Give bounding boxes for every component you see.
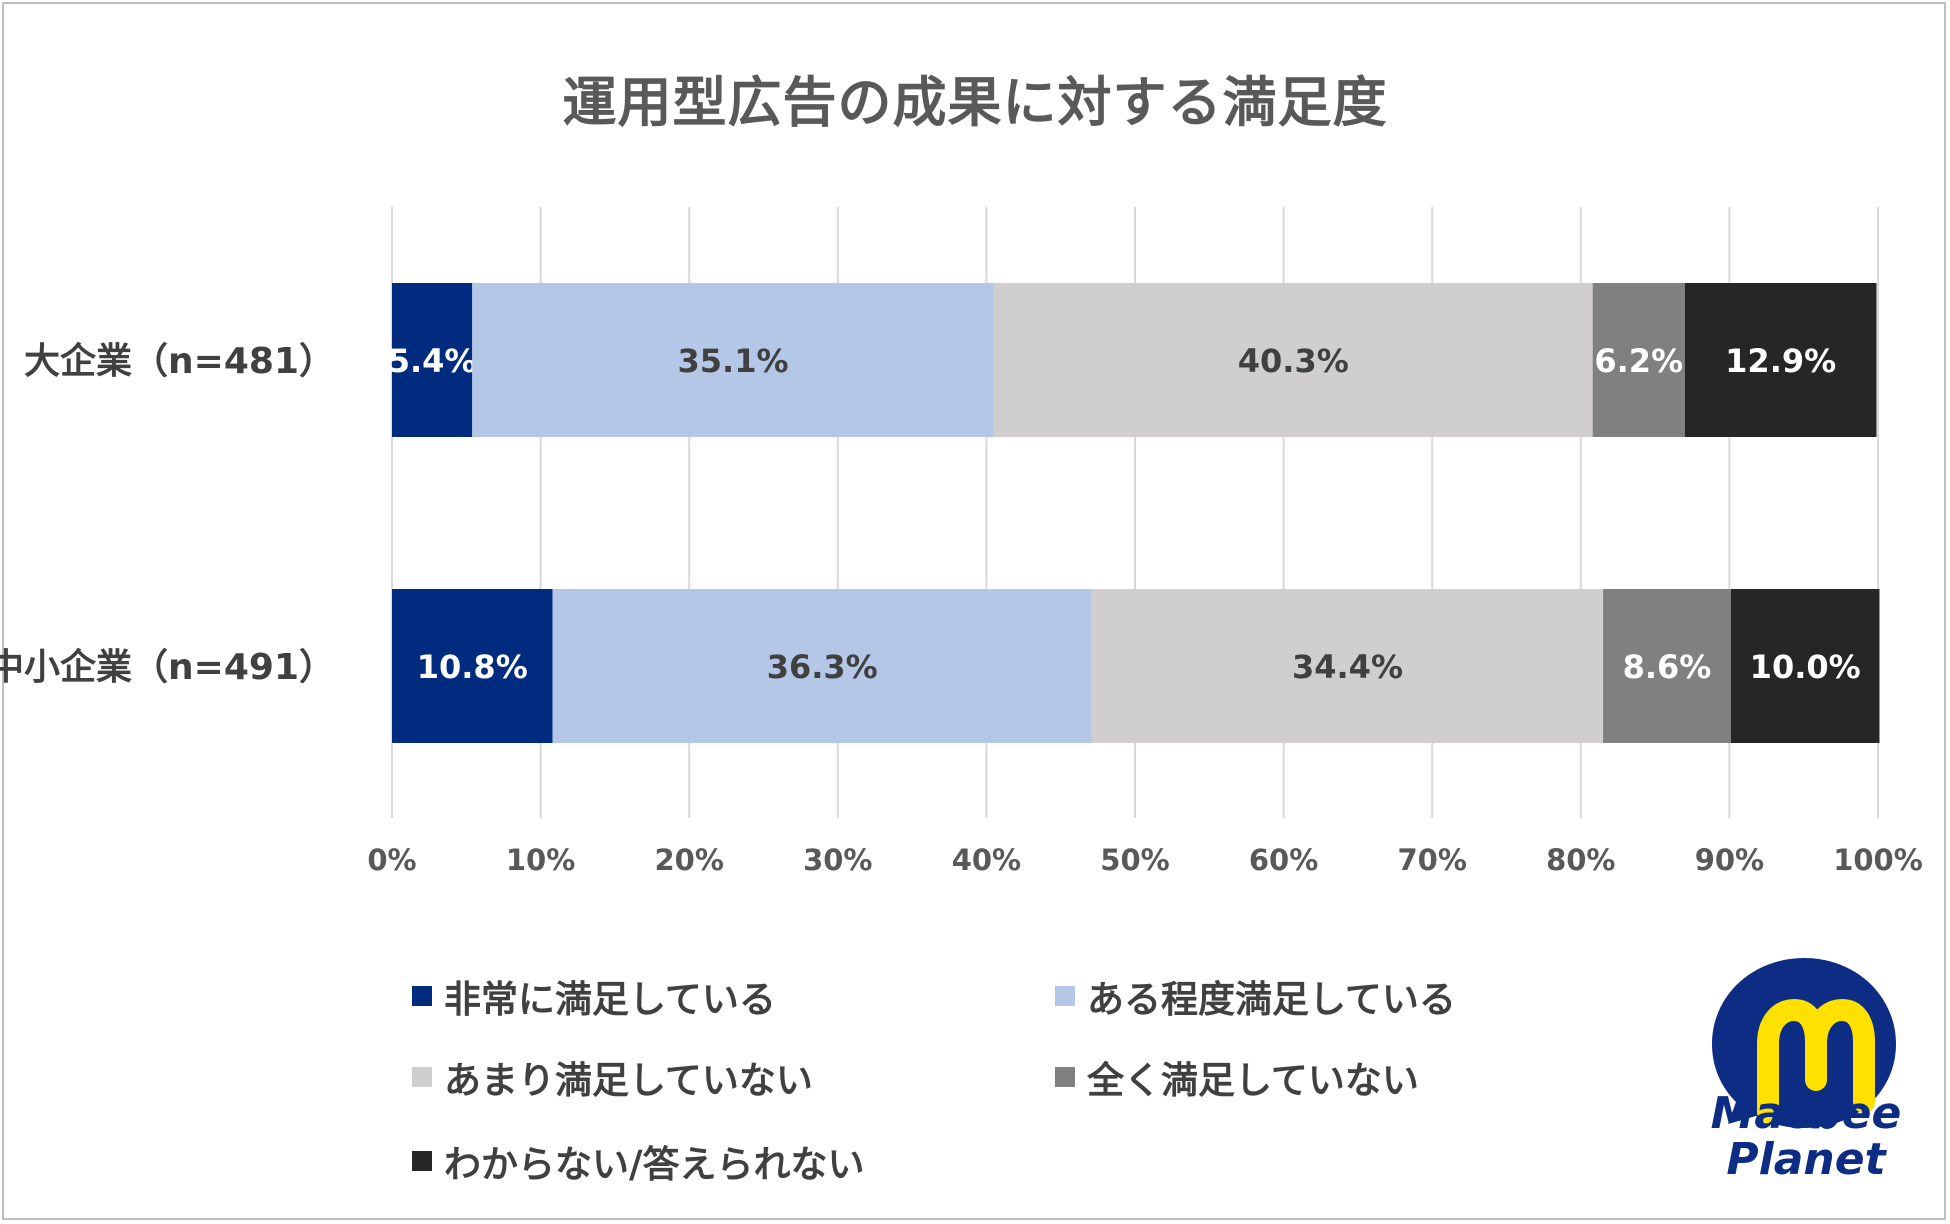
bar-segment — [472, 283, 994, 437]
category-label: 中小企業（n=491） — [0, 646, 335, 688]
data-label: 6.2% — [1594, 342, 1683, 380]
x-tick-label: 40% — [952, 843, 1021, 877]
x-tick-label: 30% — [803, 843, 872, 877]
category-label: 大企業（n=481） — [24, 340, 335, 382]
data-label: 12.9% — [1725, 342, 1836, 380]
bar-segment — [1592, 283, 1685, 437]
logo-text-line1: Macbee — [1711, 1088, 1902, 1139]
data-label: 35.1% — [678, 342, 789, 380]
data-label: 5.4% — [388, 342, 477, 380]
x-tick-label: 50% — [1100, 843, 1169, 877]
x-tick-label: 100% — [1833, 843, 1923, 877]
bar-segment — [1091, 589, 1604, 743]
x-tick-label: 90% — [1695, 843, 1764, 877]
x-tick-label: 70% — [1397, 843, 1466, 877]
data-label: 10.8% — [417, 648, 528, 686]
bar-segment — [1684, 283, 1877, 437]
bar-segment — [552, 589, 1092, 743]
logo-text-line2: Planet — [1726, 1134, 1887, 1182]
bar-segment — [392, 283, 473, 437]
x-tick-label: 80% — [1546, 843, 1615, 877]
logo-mark — [1712, 958, 1896, 1128]
x-tick-label: 20% — [654, 843, 723, 877]
bar-segment — [993, 283, 1593, 437]
x-tick-label: 60% — [1249, 843, 1318, 877]
macbee-planet-logo: Macbee Planet — [1711, 958, 1902, 1182]
data-label: 40.3% — [1238, 342, 1349, 380]
chart-title: 運用型広告の成果に対する満足度 — [562, 71, 1388, 134]
bar-segment — [392, 589, 553, 743]
data-label: 10.0% — [1750, 648, 1861, 686]
data-label: 34.4% — [1292, 648, 1403, 686]
data-label: 8.6% — [1623, 648, 1712, 686]
x-tick-label: 0% — [367, 843, 416, 877]
logo-m-right — [1805, 998, 1875, 1113]
x-tick-label: 10% — [506, 843, 575, 877]
bar-segment — [1730, 589, 1880, 743]
bar-segment — [1603, 589, 1731, 743]
data-label: 36.3% — [767, 648, 878, 686]
